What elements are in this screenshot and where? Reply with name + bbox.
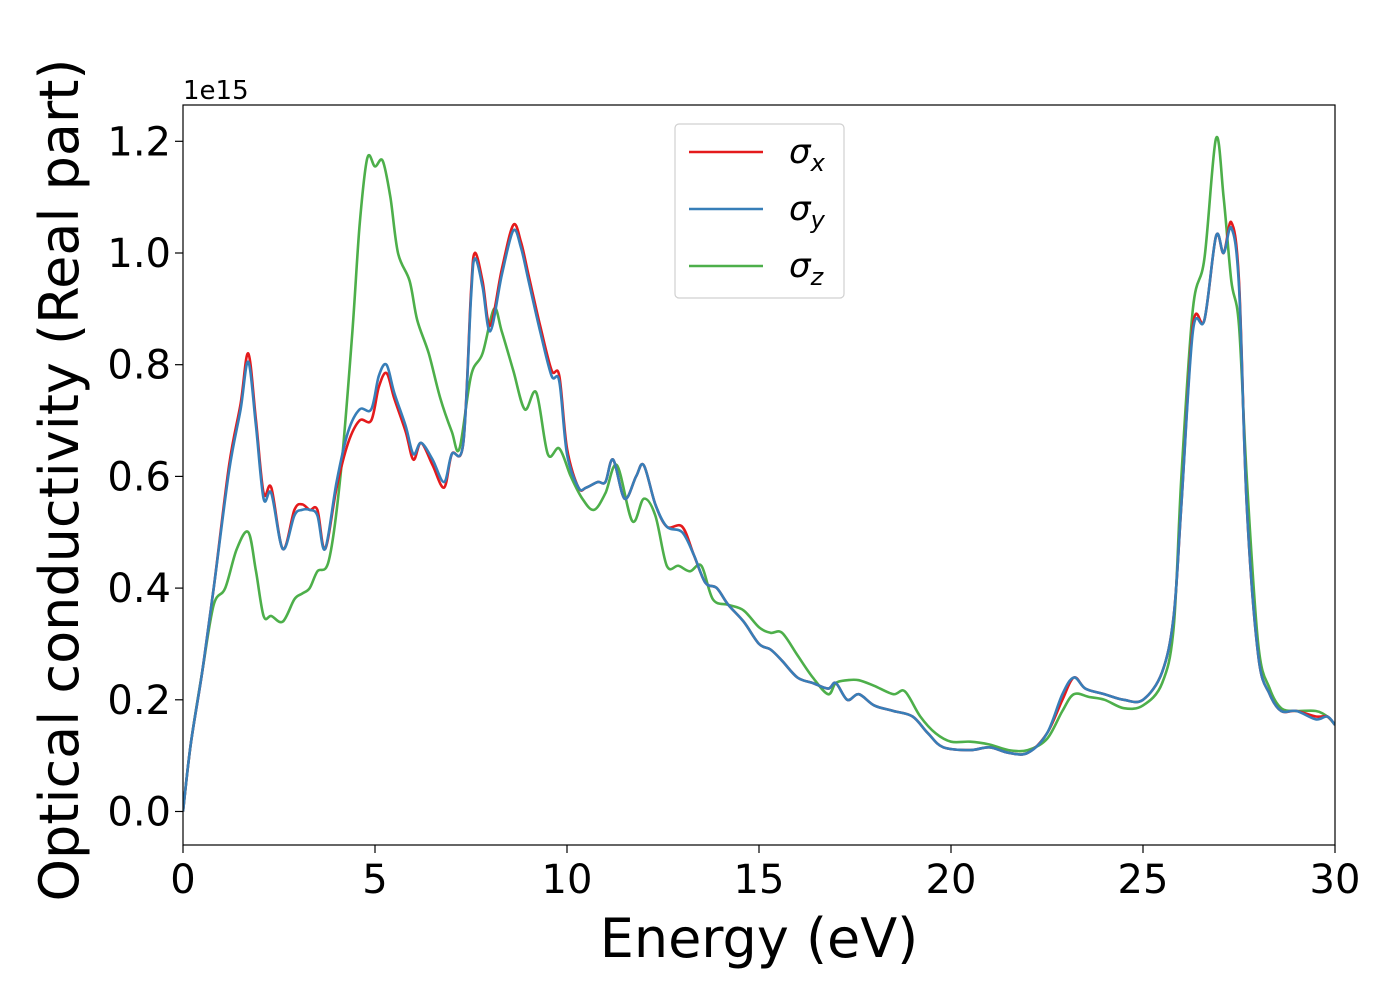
x-tick-label: 0 bbox=[170, 857, 195, 903]
x-tick-label: 20 bbox=[926, 857, 977, 903]
x-tick-label: 10 bbox=[542, 857, 593, 903]
x-axis-title: Energy (eV) bbox=[600, 907, 919, 970]
x-tick-label: 5 bbox=[362, 857, 387, 903]
x-axis-ticks: 0 5 10 15 20 25 30 bbox=[170, 845, 1360, 903]
y-tick-label: 0.4 bbox=[107, 566, 171, 612]
y-tick-label: 0.6 bbox=[107, 454, 171, 500]
y-tick-label: 1.2 bbox=[107, 119, 171, 165]
y-tick-label: 0.8 bbox=[107, 343, 171, 389]
series-layer bbox=[183, 135, 1335, 812]
x-tick-label: 25 bbox=[1118, 857, 1169, 903]
y-tick-label: 0.0 bbox=[107, 789, 171, 835]
x-tick-label: 15 bbox=[734, 857, 785, 903]
y-axis-ticks: 0.0 0.2 0.4 0.6 0.8 1.0 1.2 bbox=[107, 119, 183, 835]
y-offset-label: 1e15 bbox=[183, 76, 249, 106]
series-line-sigma-y bbox=[183, 226, 1335, 812]
x-tick-label: 30 bbox=[1310, 857, 1361, 903]
y-axis-title: Optical conductivity (Real part) bbox=[28, 59, 91, 902]
y-tick-label: 1.0 bbox=[107, 231, 171, 277]
y-tick-label: 0.2 bbox=[107, 678, 171, 724]
legend-box bbox=[674, 123, 845, 299]
